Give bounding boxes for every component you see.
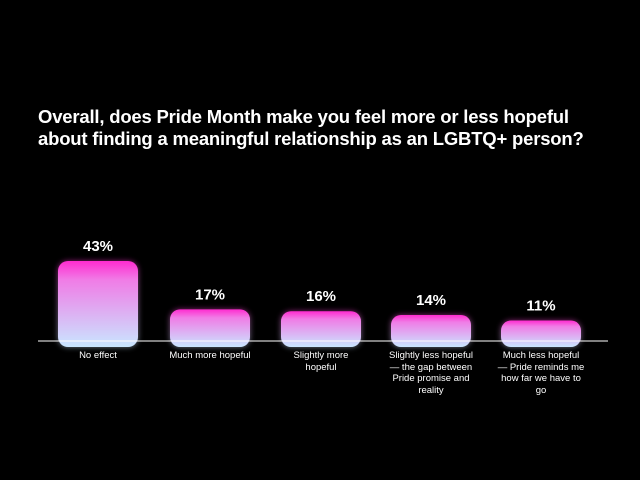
bar-group-4 (391, 314, 471, 347)
category-label: Slightly less hopeful — the gap between … (389, 350, 473, 396)
value-labels-layer: 43% 17% 16% 14% 11% (83, 238, 556, 315)
value-label: 16% (306, 288, 336, 305)
bar (170, 309, 250, 347)
bar-group-5 (501, 320, 581, 347)
bar (58, 261, 138, 347)
category-label: Slightly more hopeful (293, 350, 349, 373)
chart-title-line-1: Overall, does Pride Month make you feel … (38, 106, 569, 127)
bar-group-1 (58, 261, 138, 347)
value-label: 11% (526, 298, 555, 315)
bar-group-2 (170, 309, 250, 347)
value-label: 14% (416, 292, 446, 309)
bar (501, 320, 581, 347)
category-label: Much less hopeful — Pride reminds me how… (497, 350, 585, 396)
bars-layer (58, 261, 581, 347)
chart-title: Overall, does Pride Month make you feel … (38, 106, 618, 150)
category-label: No effect (79, 350, 117, 361)
category-label: Much more hopeful (169, 350, 251, 361)
chart-title-line-2: about finding a meaningful relationship … (38, 128, 584, 149)
value-label: 17% (195, 286, 225, 303)
bar (281, 311, 361, 347)
bar-group-3 (281, 311, 361, 347)
value-label: 43% (83, 238, 113, 255)
bar (391, 314, 471, 347)
